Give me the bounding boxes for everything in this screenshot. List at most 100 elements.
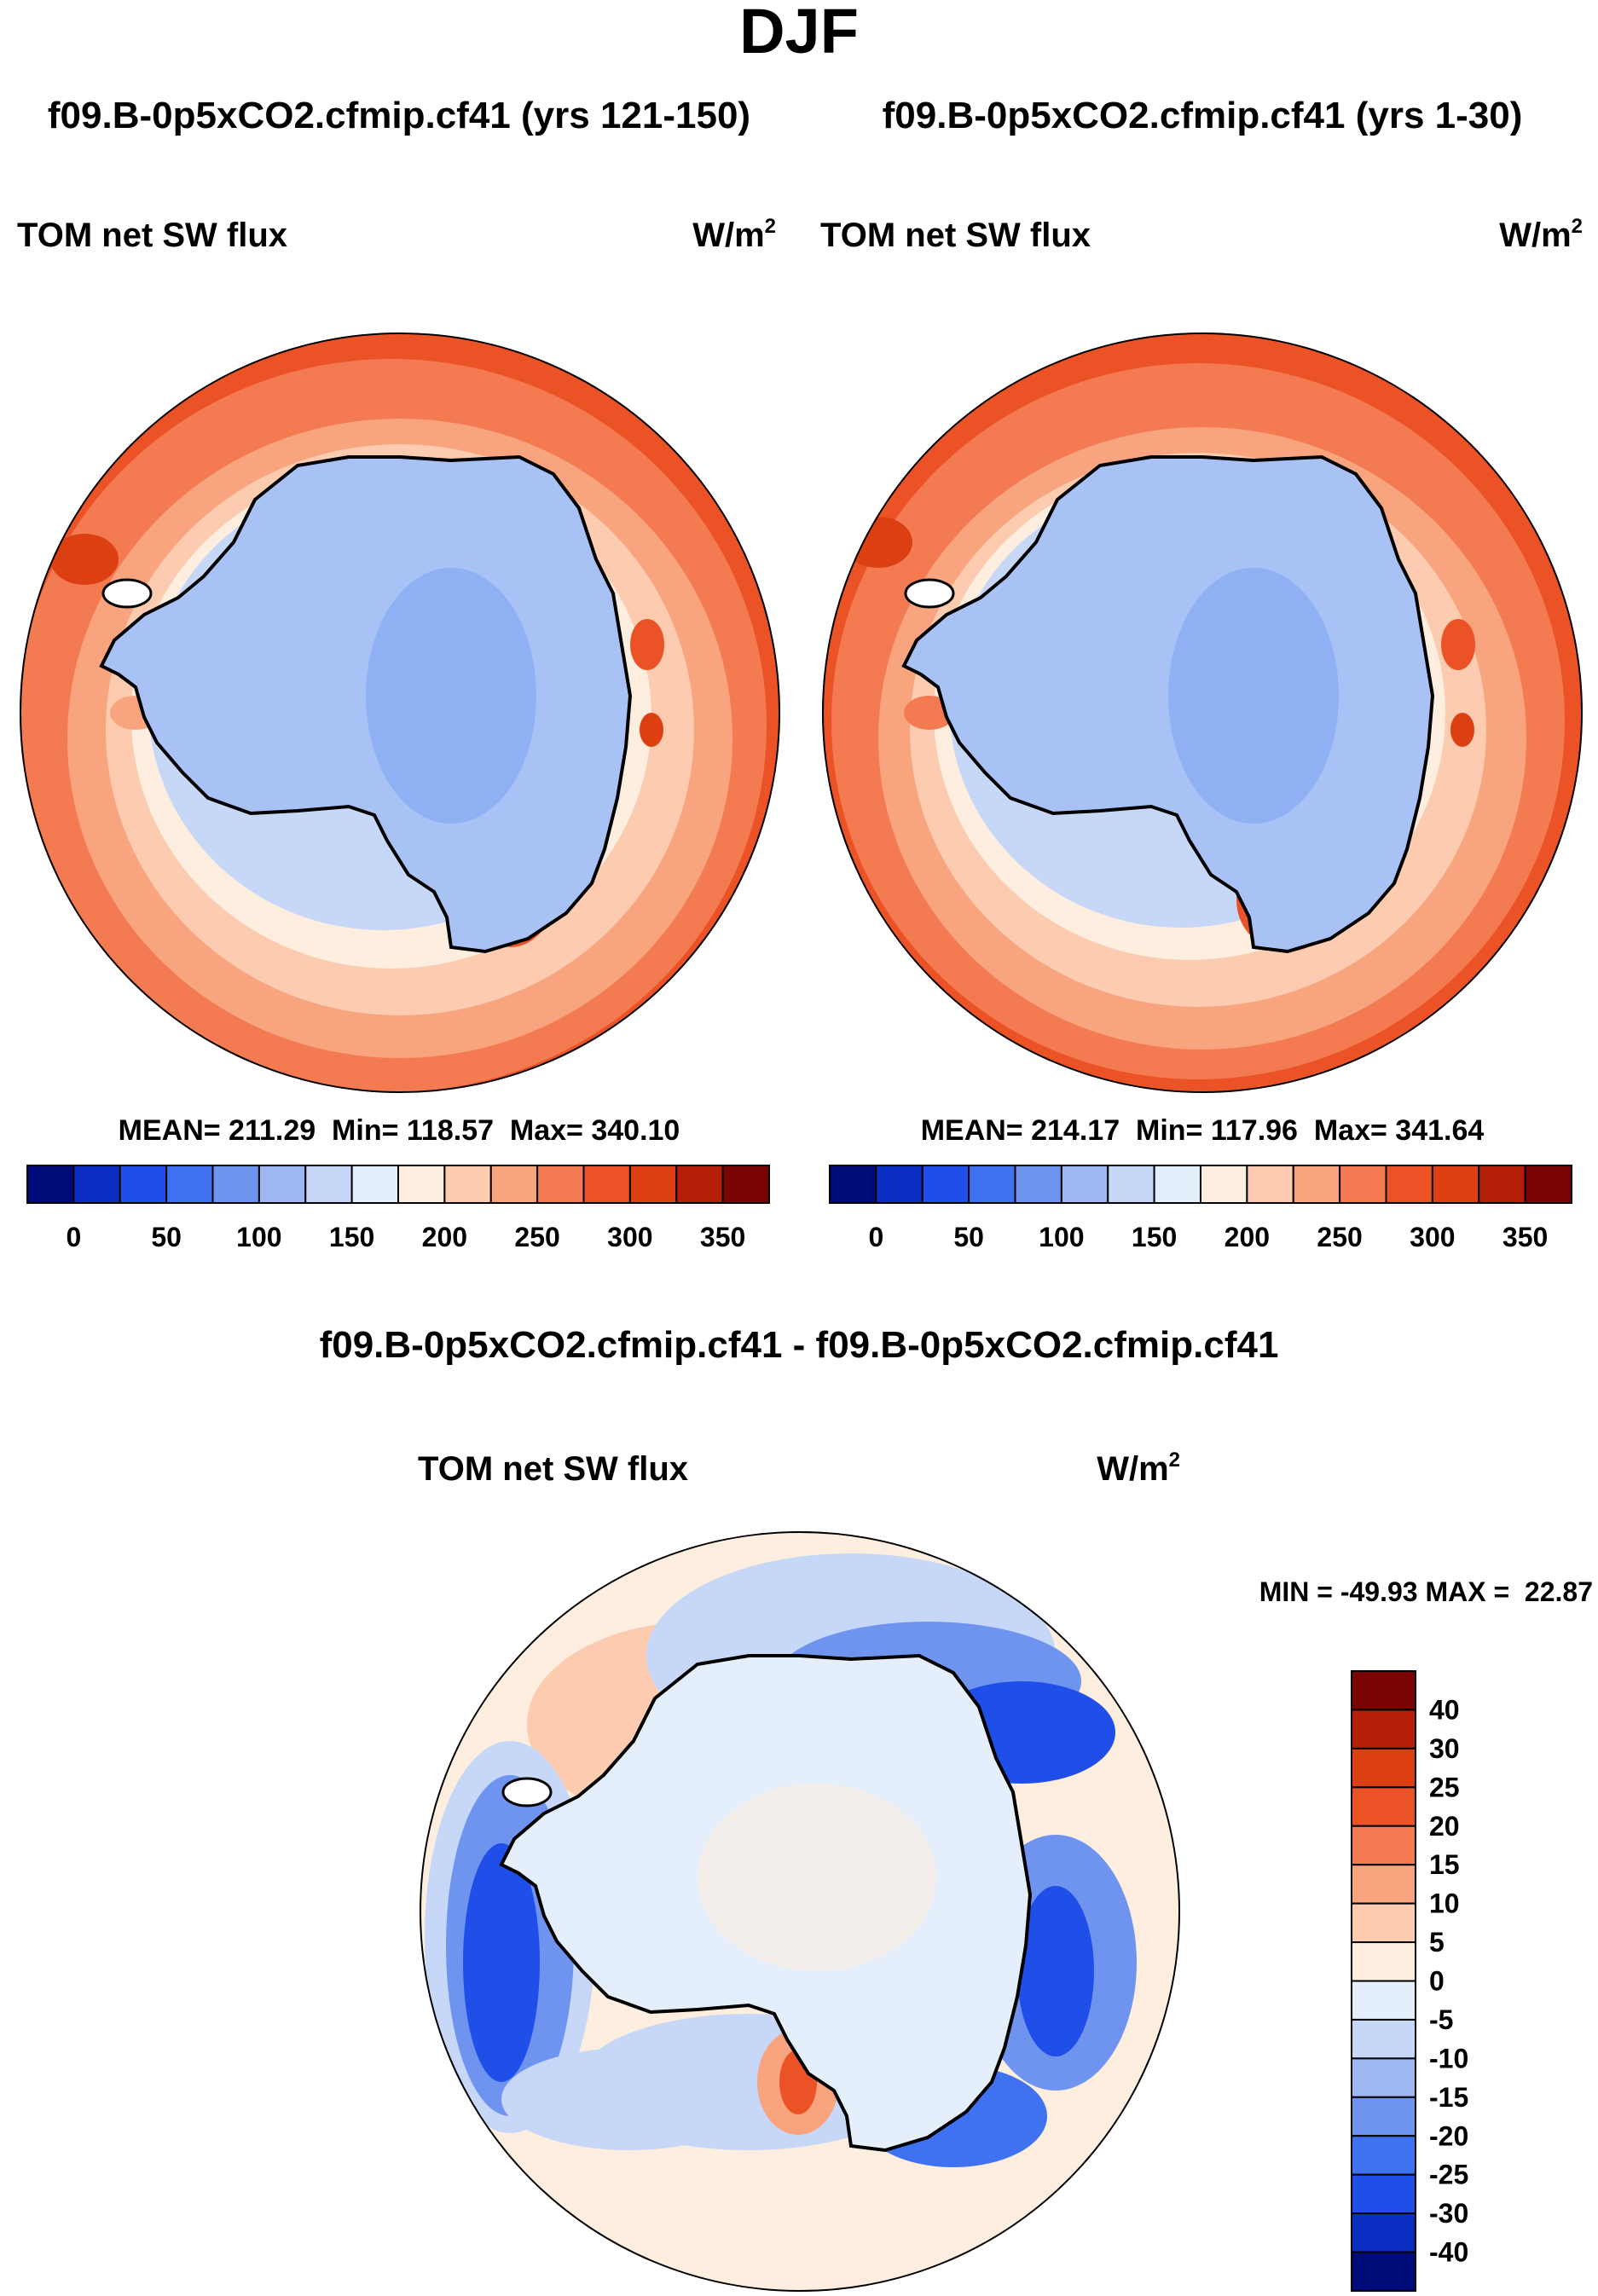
colorbar-swatch: [921, 1165, 970, 1204]
colorbar-swatch: [1385, 1165, 1433, 1204]
colorbar-swatch: [1246, 1165, 1294, 1204]
colorbar-swatch: [119, 1165, 168, 1204]
colorbar-tick-label: 250: [1317, 1222, 1362, 1252]
colorbar-swatch: [1107, 1165, 1155, 1204]
colorbar-tick-label: 50: [953, 1222, 984, 1252]
colorbar-tick-label: 15: [1429, 1849, 1460, 1880]
colorbar-swatch: [26, 1165, 75, 1204]
panel-left-units: W/m2: [692, 215, 776, 254]
colorbar-swatch: [165, 1165, 214, 1204]
colorbar-swatch: [1351, 2251, 1416, 2292]
colorbar-swatch: [1351, 1980, 1416, 2021]
difference-units-exp: 2: [1169, 1449, 1180, 1472]
colorbar-tick-label: 150: [1132, 1222, 1177, 1252]
colorbar-swatch: [628, 1165, 678, 1204]
colorbar-tick-label: 200: [422, 1222, 467, 1252]
colorbar-swatch: [304, 1165, 353, 1204]
colorbar-swatch: [1351, 1825, 1416, 1866]
colorbar-swatch: [1351, 2212, 1416, 2253]
panel-right-units-exp: 2: [1572, 215, 1583, 238]
panel-right-units: W/m2: [1499, 215, 1583, 254]
colorbar-tick-label: 350: [1502, 1222, 1548, 1252]
colorbar-swatch: [1200, 1165, 1248, 1204]
colorbar-tick-label: 0: [868, 1222, 883, 1252]
colorbar-swatch: [1292, 1165, 1341, 1204]
colorbar-swatch: [489, 1165, 539, 1204]
colorbar-swatch: [258, 1165, 307, 1204]
difference-units: W/m2: [1097, 1449, 1180, 1488]
colorbar-swatch: [1351, 2018, 1416, 2060]
colorbar-swatch: [1339, 1165, 1387, 1204]
panel-right: f09.B-0p5xCO2.cfmip.cf41 (yrs 1-30) TOM …: [820, 95, 1583, 1252]
panel-right-title: f09.B-0p5xCO2.cfmip.cf41 (yrs 1-30): [883, 95, 1523, 136]
colorbar-swatch: [582, 1165, 631, 1204]
colorbar-swatch: [1478, 1165, 1526, 1204]
colorbar-tick-label: -30: [1429, 2198, 1468, 2229]
colorbar-swatch: [1351, 1670, 1416, 1711]
colorbar-tick-label: -5: [1429, 2004, 1453, 2035]
colorbar-swatch: [1351, 2135, 1416, 2176]
difference-variable: TOM net SW flux: [418, 1450, 688, 1488]
colorbar-tick-label: 10: [1429, 1888, 1460, 1919]
colorbar-swatch: [829, 1165, 877, 1204]
panel-right-map: [822, 333, 1583, 1093]
difference-title: f09.B-0p5xCO2.cfmip.cf41 - f09.B-0p5xCO2…: [320, 1324, 1279, 1366]
season-title: DJF: [739, 0, 859, 67]
colorbar-swatch: [1351, 1709, 1416, 1749]
colorbar-tick-label: -20: [1429, 2120, 1468, 2151]
panel-left-colorbar: 0 50 100 150 200 250 300 350: [26, 1165, 770, 1252]
colorbar-tick-label: 200: [1225, 1222, 1270, 1252]
colorbar-swatch: [1524, 1165, 1572, 1204]
panel-left-stats: MEAN= 211.29 Min= 118.57 Max= 340.10: [119, 1114, 680, 1147]
colorbar-swatch: [721, 1165, 770, 1204]
colorbar-tick-label: -40: [1429, 2237, 1468, 2268]
panel-left-map: [20, 333, 780, 1093]
colorbar-tick-label: 300: [607, 1222, 652, 1252]
colorbar-swatch: [211, 1165, 260, 1204]
colorbar-swatch: [875, 1165, 923, 1204]
panel-left-title: f09.B-0p5xCO2.cfmip.cf41 (yrs 121-150): [48, 95, 750, 136]
colorbar-swatch: [72, 1165, 121, 1204]
colorbar-swatch: [675, 1165, 724, 1204]
colorbar-swatch: [1060, 1165, 1109, 1204]
colorbar-swatch: [536, 1165, 585, 1204]
colorbar-tick-label: -25: [1429, 2160, 1468, 2190]
colorbar-tick-label: 100: [236, 1222, 281, 1252]
panel-left-variable: TOM net SW flux: [17, 217, 287, 254]
colorbar-swatch: [1351, 1902, 1416, 1944]
colorbar-tick-label: 150: [329, 1222, 374, 1252]
colorbar-tick-label: 0: [66, 1222, 81, 1252]
colorbar-tick-label: -15: [1429, 2082, 1468, 2113]
panel-right-stats: MEAN= 214.17 Min= 117.96 Max= 341.64: [921, 1114, 1485, 1147]
colorbar-swatch: [968, 1165, 1016, 1204]
panel-left-units-base: W/m: [692, 217, 764, 254]
colorbar-swatch: [1014, 1165, 1062, 1204]
panel-right-variable: TOM net SW flux: [820, 217, 1091, 254]
colorbar-swatch: [1351, 1747, 1416, 1789]
colorbar-swatch: [443, 1165, 492, 1204]
colorbar-swatch: [1153, 1165, 1201, 1204]
colorbar-tick-label: -10: [1429, 2043, 1468, 2073]
difference-map: [420, 1531, 1180, 2292]
colorbar-swatch: [1351, 1864, 1416, 1905]
colorbar-swatch: [1431, 1165, 1480, 1204]
colorbar-tick-label: 25: [1429, 1772, 1460, 1802]
colorbar-tick-label: 0: [1429, 1966, 1445, 1997]
colorbar-tick-label: 100: [1039, 1222, 1084, 1252]
colorbar-swatch: [1351, 2096, 1416, 2137]
colorbar-swatch: [397, 1165, 446, 1204]
panel-left: f09.B-0p5xCO2.cfmip.cf41 (yrs 121-150) T…: [17, 95, 780, 1252]
colorbar-tick-label: 40: [1429, 1694, 1460, 1725]
colorbar-swatch: [350, 1165, 399, 1204]
colorbar-swatch: [1351, 1786, 1416, 1827]
colorbar-swatch: [1351, 1941, 1416, 1982]
colorbar-tick-label: 350: [700, 1222, 745, 1252]
colorbar-tick-label: 20: [1429, 1811, 1460, 1842]
panel-right-units-base: W/m: [1499, 217, 1571, 254]
colorbar-tick-label: 250: [514, 1222, 559, 1252]
colorbar-tick-label: 300: [1410, 1222, 1455, 1252]
difference-colorbar: 40 30 25 20 15 10 5 0 -5 -10 -15 -20 -25 -30 -40: [1351, 1670, 1468, 2292]
colorbar-tick-label: 50: [151, 1222, 182, 1252]
colorbar-tick-label: 30: [1429, 1733, 1460, 1764]
